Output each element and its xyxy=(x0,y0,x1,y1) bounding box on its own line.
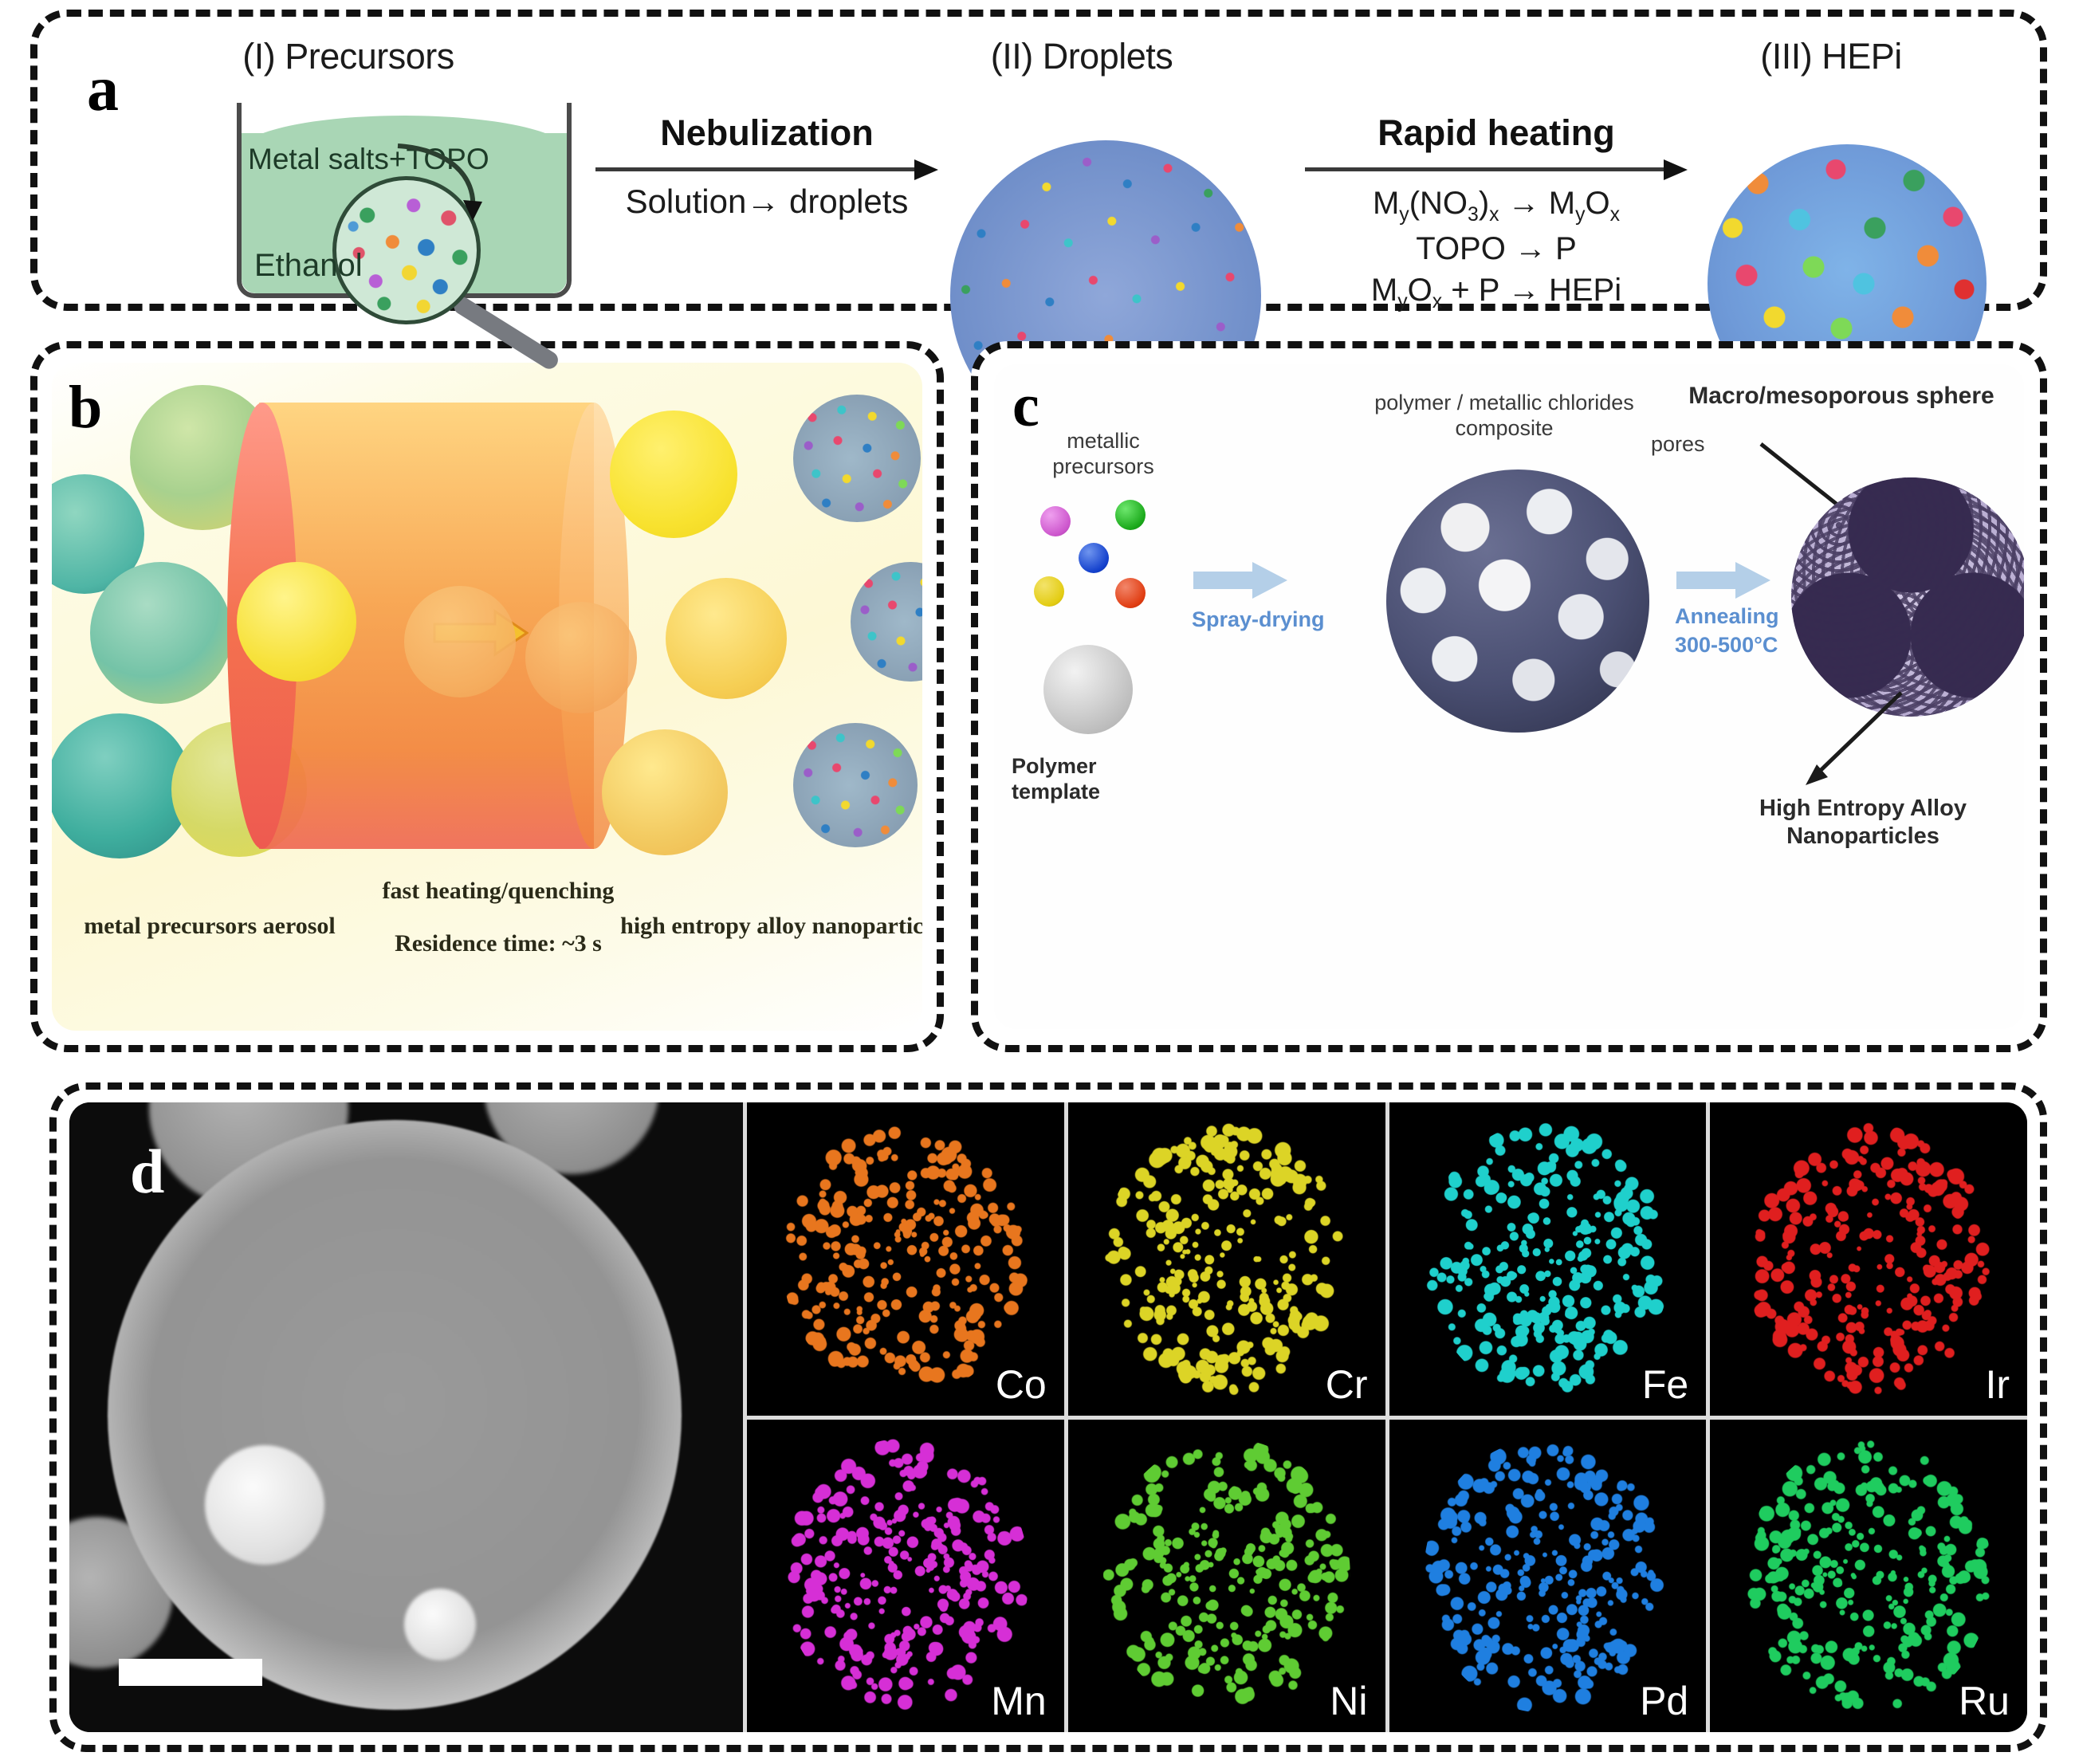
label-high-entropy-alloy-nanoparticles: High Entropy Alloy Nanoparticles xyxy=(1759,796,1967,849)
composite-sphere xyxy=(1386,469,1649,733)
panel-c: metallic precursors Polymer template Spr… xyxy=(971,341,2047,1052)
sem-main-sphere xyxy=(108,1120,682,1710)
sem-surface-cluster-1 xyxy=(404,1589,476,1660)
tube-sphere-mid xyxy=(404,586,516,697)
element-map-label-ir: Ir xyxy=(1985,1361,2010,1407)
label-spray-drying: Spray-drying xyxy=(1192,607,1325,631)
element-map-label-co: Co xyxy=(995,1361,1047,1407)
label-annealing-temp: 300-500°C xyxy=(1675,633,1778,657)
element-map-label-ni: Ni xyxy=(1330,1679,1368,1723)
label-polymer-template: Polymer template xyxy=(1012,754,1101,804)
panel-b-canvas: metal precursors aerosol fast heating/qu… xyxy=(52,363,922,1031)
heating-tube xyxy=(227,403,637,849)
element-map-label-fe: Fe xyxy=(1641,1361,1689,1407)
element-map-label-pd: Pd xyxy=(1640,1679,1689,1723)
eds-element-map-grid: Co Cr Fe Ir Mn Ni xyxy=(743,1102,2027,1732)
hea-nanoparticle-1 xyxy=(851,562,922,682)
precursor-dot-green xyxy=(1115,500,1146,530)
scale-bar xyxy=(119,1659,262,1686)
sem-micrograph xyxy=(69,1102,743,1732)
label-composite: polymer / metallic chlorides composite xyxy=(1374,391,1634,441)
precursor-dot-yellow xyxy=(1034,576,1064,607)
caption-residence-time: Residence time: ~3 s xyxy=(395,930,602,957)
porous-texture xyxy=(1791,477,2024,717)
magnifier-lens xyxy=(332,176,481,324)
caption-metal-precursors-aerosol: metal precursors aerosol xyxy=(84,913,336,939)
panel-c-canvas: metallic precursors Polymer template Spr… xyxy=(994,364,2024,1029)
element-map-label-mn: Mn xyxy=(991,1679,1047,1723)
element-map-blob xyxy=(1102,1121,1350,1397)
panel-a: a (I) Precursors (II) Droplets (III) HEP… xyxy=(30,10,2047,451)
element-map-label-ru: Ru xyxy=(1959,1679,2010,1723)
stage-title-precursors: (I) Precursors xyxy=(242,36,454,77)
panel-a-letter: a xyxy=(87,54,119,124)
element-map-blob xyxy=(1424,1438,1672,1714)
precursor-dot-blue xyxy=(1079,543,1109,573)
nebulization-step: Nebulization Solution→ droplets xyxy=(595,112,938,221)
precursor-beaker: Metal salts+TOPO Ethanol xyxy=(237,103,572,372)
aerosol-sphere-2 xyxy=(90,562,232,704)
annealing-arrow xyxy=(1676,562,1770,599)
caption-hea-nanoparticles: high entropy alloy nanoparticles xyxy=(620,913,922,939)
element-map-label-cr: Cr xyxy=(1325,1361,1368,1407)
element-map-cr: Cr xyxy=(1067,1102,1385,1416)
label-annealing: Annealing xyxy=(1675,604,1779,628)
element-map-ni: Ni xyxy=(1067,1419,1385,1732)
polymer-template-sphere xyxy=(1043,645,1133,734)
precursor-dot-red xyxy=(1115,578,1146,608)
product-sphere-yellow-1 xyxy=(666,578,787,699)
porous-sphere-image xyxy=(1791,477,2024,717)
panel-d: Co Cr Fe Ir Mn Ni xyxy=(49,1082,2047,1752)
element-map-ru: Ru xyxy=(1710,1419,2027,1732)
element-map-blob xyxy=(781,1438,1029,1714)
element-map-blob xyxy=(1102,1438,1350,1714)
rapid-heating-arrow xyxy=(1305,159,1688,180)
label-pores: pores xyxy=(1651,432,1705,456)
element-map-ir: Ir xyxy=(1710,1102,2027,1416)
element-map-co: Co xyxy=(747,1102,1064,1416)
equation-2: TOPO → P xyxy=(1416,231,1577,267)
panel-c-letter: c xyxy=(1012,372,1039,439)
element-map-pd: Pd xyxy=(1389,1419,1707,1732)
rapid-heating-step: Rapid heating My(NO3)x → MyOx TOPO → P M… xyxy=(1305,112,1688,315)
caption-fast-heating: fast heating/quenching xyxy=(382,878,615,904)
ethanol-label: Ethanol xyxy=(254,248,363,283)
element-map-blob xyxy=(1745,1121,1993,1397)
nebulization-label: Nebulization xyxy=(660,112,874,153)
tube-sphere-entry xyxy=(237,562,356,682)
hea-nanoparticle-2 xyxy=(793,723,918,847)
nebulization-arrow xyxy=(595,159,938,180)
hea-leader-line xyxy=(1806,691,1903,785)
element-map-blob xyxy=(781,1121,1029,1397)
nebulization-sublabel: Solution→ droplets xyxy=(625,183,909,220)
element-map-mn: Mn xyxy=(747,1419,1064,1732)
rapid-heating-label: Rapid heating xyxy=(1377,112,1615,153)
stage-title-droplets: (II) Droplets xyxy=(990,36,1173,77)
hea-nanoparticle-0 xyxy=(793,395,921,522)
equation-3: MyOx + P → HEPi xyxy=(1370,273,1622,313)
label-metallic-precursors: metallic precursors xyxy=(1052,429,1154,479)
pointer-curved-arrow xyxy=(397,143,482,221)
aerosol-sphere-3 xyxy=(52,713,192,858)
sem-surface-cluster-0 xyxy=(205,1445,324,1565)
product-sphere-yellow-2 xyxy=(602,729,728,855)
label-macro-mesoporous-sphere: Macro/mesoporous sphere xyxy=(1688,383,1994,409)
spray-drying-arrow xyxy=(1193,562,1287,599)
panel-d-letter: d xyxy=(130,1137,165,1206)
tube-sphere-exit xyxy=(525,602,637,713)
precursor-dot-magenta xyxy=(1040,506,1071,536)
equation-1: My(NO3)x → MyOx xyxy=(1372,186,1621,226)
element-map-blob xyxy=(1745,1438,1993,1714)
element-map-blob xyxy=(1424,1121,1672,1397)
stage-title-hepi: (III) HEPi xyxy=(1760,36,1902,77)
product-sphere-yellow-0 xyxy=(610,411,737,538)
element-map-fe: Fe xyxy=(1389,1102,1707,1416)
panel-b-letter: b xyxy=(69,374,103,441)
panel-d-canvas: Co Cr Fe Ir Mn Ni xyxy=(69,1102,2027,1732)
panel-b: metal precursors aerosol fast heating/qu… xyxy=(30,341,944,1052)
